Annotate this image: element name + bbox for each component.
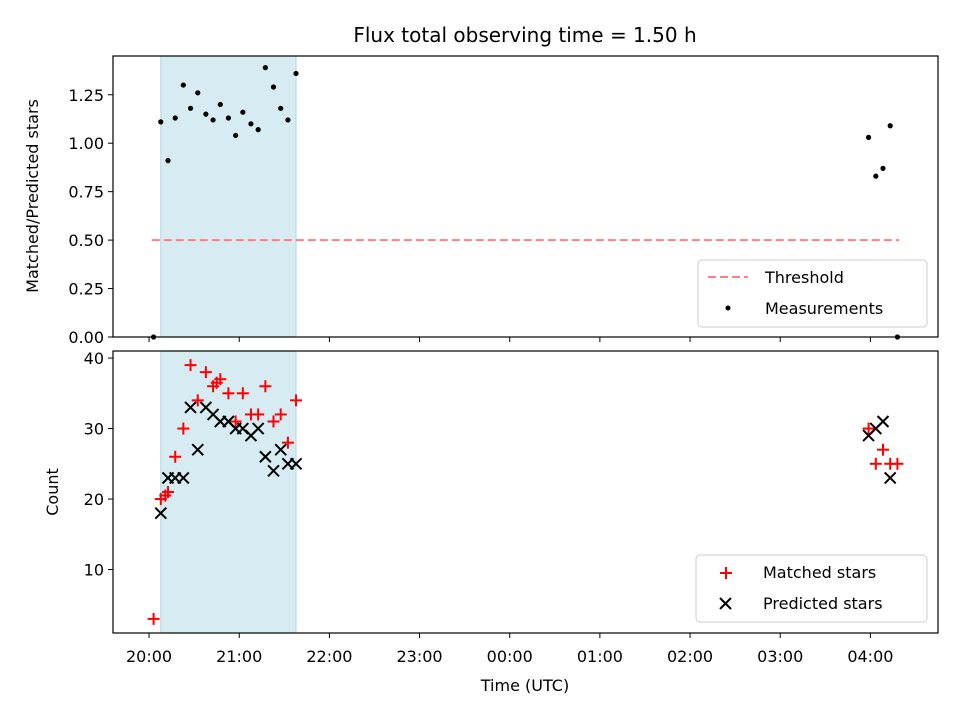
legend-matched: Matched stars <box>763 563 876 582</box>
measurement-point <box>880 165 886 171</box>
predicted-star-point <box>184 401 197 414</box>
top-y-tick-label: 0.75 <box>68 183 104 202</box>
measurement-point <box>240 109 246 115</box>
measurement-point <box>225 115 232 121</box>
measurement-point <box>278 105 284 111</box>
matched-star-point <box>891 457 904 470</box>
matched-star-point <box>236 387 249 400</box>
x-tick-label: 22:00 <box>306 647 352 666</box>
legend-measurements: Measurements <box>765 299 883 318</box>
top-y-tick-label: 1.00 <box>68 134 104 153</box>
matched-star-point <box>274 408 287 421</box>
bottom-legend-box <box>695 554 928 623</box>
measurement-point <box>248 121 254 127</box>
top-legend-box <box>697 259 928 328</box>
x-tick-label: 04:00 <box>847 647 893 666</box>
matched-star-point <box>869 457 882 470</box>
top-y-tick-label: 1.25 <box>68 86 104 105</box>
measurement-point <box>285 117 291 123</box>
count-panel: Count Time (UTC) 10 20 30 40 20:00 21:00 22:0… <box>43 349 939 695</box>
matched-star-point <box>199 366 212 379</box>
legend-predicted: Predicted stars <box>763 594 883 613</box>
matched-star-point <box>184 359 197 372</box>
measurement-point <box>180 82 186 88</box>
matched-star-point <box>162 486 174 498</box>
matched-star-point <box>281 436 294 449</box>
measurement-point <box>270 84 277 90</box>
matched-star-point <box>229 415 242 428</box>
x-tick-label: 23:00 <box>397 647 443 666</box>
measurement-point <box>255 127 261 133</box>
predicted-star-point <box>274 443 287 456</box>
predicted-star-point <box>289 457 303 471</box>
measurement-point <box>873 173 879 179</box>
predicted-legend-swatch <box>719 597 732 610</box>
matched-star-point <box>191 394 204 407</box>
matched-star-point <box>222 387 235 400</box>
matched-star-point <box>214 373 227 386</box>
x-tick-label: 21:00 <box>216 647 262 666</box>
bottom-y-tick-label: 40 <box>84 349 104 368</box>
predicted-star-point <box>884 471 897 485</box>
measurement-point <box>195 90 201 96</box>
measurement-point <box>293 70 299 77</box>
top-y-tick-label: 0.25 <box>68 280 104 299</box>
predicted-star-point <box>191 443 204 456</box>
bottom-y-tick-label: 30 <box>84 420 104 439</box>
legend-threshold: Threshold <box>764 268 844 287</box>
measurement-point <box>165 158 171 164</box>
measurement-point <box>187 105 194 111</box>
chart-title: Flux total observing time = 1.50 h <box>353 23 696 47</box>
measurement-point <box>262 65 268 71</box>
bottom-y-axis-label: Count <box>43 468 62 516</box>
matched-star-point <box>177 422 190 435</box>
measurement-point <box>172 115 178 121</box>
predicted-star-point <box>177 471 190 485</box>
top-legend: Threshold Measurements <box>697 259 928 328</box>
measurement-point <box>865 134 872 140</box>
x-tick-label: 00:00 <box>487 647 533 666</box>
predicted-star-point <box>267 464 280 478</box>
predicted-star-point <box>154 506 167 520</box>
top-plot-frame <box>112 55 939 338</box>
top-y-tick-label: 0.00 <box>68 328 104 347</box>
bottom-plot-frame <box>112 350 939 634</box>
x-tick-label: 03:00 <box>757 647 803 666</box>
top-y-tick-label: 0.50 <box>68 231 104 250</box>
bottom-y-tick-label: 20 <box>84 490 104 509</box>
measurements-legend-swatch <box>725 305 731 311</box>
measurement-point <box>158 119 164 125</box>
matched-star-point <box>267 415 280 428</box>
bottom-y-tick-label: 10 <box>84 561 104 580</box>
measurement-point <box>203 111 209 117</box>
matched-star-point <box>259 380 272 393</box>
x-tick-label: 02:00 <box>667 647 713 666</box>
matched-star-point <box>169 450 182 463</box>
predicted-star-point <box>876 415 890 428</box>
ratio-panel: Flux total observing time = 1.50 h Match… <box>23 23 939 347</box>
x-tick-label: 01:00 <box>577 647 623 666</box>
measurement-point <box>210 117 216 123</box>
top-observing-window <box>160 55 297 338</box>
measurement-point <box>233 132 239 139</box>
matched-star-point <box>252 408 265 421</box>
matched-star-point <box>877 443 889 456</box>
predicted-star-point <box>259 450 272 463</box>
matched-legend-swatch <box>720 567 732 579</box>
top-y-axis-label: Matched/Predicted stars <box>23 99 42 293</box>
bottom-legend: Matched stars Predicted stars <box>695 554 928 623</box>
x-axis-label: Time (UTC) <box>480 676 569 695</box>
matched-star-point <box>147 612 160 625</box>
matched-star-point <box>862 422 875 435</box>
predicted-star-point <box>251 422 265 435</box>
measurement-point <box>217 101 223 108</box>
matched-star-point <box>290 394 303 407</box>
x-tick-label: 20:00 <box>126 647 172 666</box>
measurement-point <box>887 123 893 129</box>
